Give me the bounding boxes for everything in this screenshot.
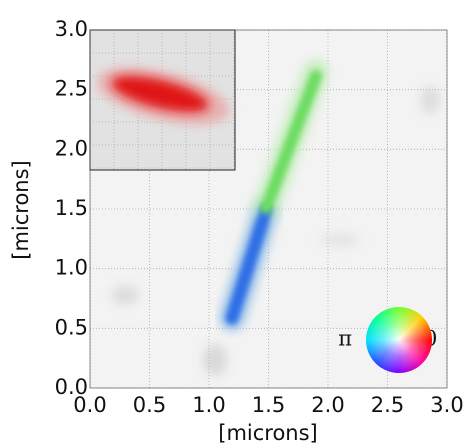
y-tick-label: 2.5 [55, 77, 88, 101]
speckle [111, 86, 440, 376]
y-tick-label: 1.5 [55, 196, 88, 220]
x-tick-label: 1.5 [252, 393, 285, 417]
y-tick-label: 1.0 [55, 256, 88, 280]
y-tick-label: 0.5 [55, 315, 88, 339]
x-tick-label: 3.0 [430, 393, 463, 417]
color-wheel [366, 307, 432, 373]
x-tick-label: 0.5 [133, 393, 166, 417]
inset [89, 29, 236, 171]
stripe [219, 59, 329, 331]
x-tick-label: 2.5 [371, 393, 404, 417]
plot-frame [89, 29, 448, 389]
wheel-left-label: π [338, 327, 352, 351]
x-axis-label: [microns] [218, 421, 318, 445]
x-tick-label: 2.0 [311, 393, 344, 417]
y-tick-label: 3.0 [55, 17, 88, 41]
x-tick-label: 0.0 [73, 393, 106, 417]
y-tick-label: 2.0 [55, 136, 88, 160]
y-tick-label: 0.0 [55, 375, 88, 399]
y-axis-label: [microns] [9, 160, 33, 260]
x-tick-label: 1.0 [192, 393, 225, 417]
